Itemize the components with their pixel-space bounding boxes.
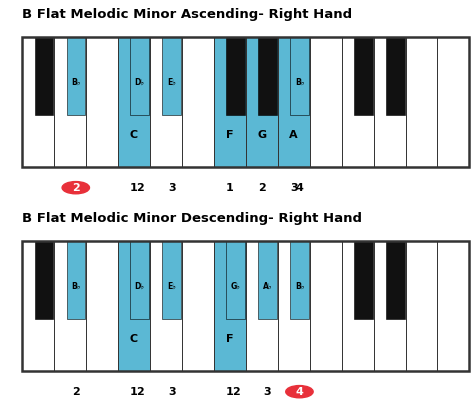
Bar [246,37,278,167]
Bar [374,37,406,167]
Text: D♭: D♭ [135,78,145,86]
Bar [118,37,150,167]
Text: 1: 1 [130,387,138,397]
Text: D♭: D♭ [135,282,145,290]
Text: F: F [226,130,234,140]
Text: 3: 3 [168,183,175,193]
Bar [342,241,374,371]
Bar [22,241,54,371]
Text: A♭: A♭ [263,282,272,290]
Text: B♭: B♭ [295,282,304,290]
Text: 1: 1 [130,183,138,193]
Bar [54,37,86,167]
Bar [226,241,245,319]
Bar [258,37,277,115]
Bar [406,241,438,371]
Text: E♭: E♭ [167,282,176,290]
Text: 3: 3 [168,387,175,397]
Text: 2: 2 [72,387,80,397]
Bar [163,241,181,319]
Bar [35,37,53,115]
Bar [22,37,54,167]
Text: G♭: G♭ [231,282,240,290]
Bar [278,37,310,167]
Bar [130,37,149,115]
Text: B Flat Melodic Minor Descending- Right Hand: B Flat Melodic Minor Descending- Right H… [22,212,362,225]
Text: 2: 2 [258,183,265,193]
Bar [22,241,469,371]
Bar [66,37,85,115]
Text: 1: 1 [226,387,234,397]
Bar [66,241,85,319]
Circle shape [286,386,313,398]
Bar [86,37,118,167]
Bar [406,37,438,167]
Text: 3: 3 [264,387,271,397]
Bar [118,241,150,371]
Bar [438,241,469,371]
Text: B Flat Melodic Minor Ascending- Right Hand: B Flat Melodic Minor Ascending- Right Ha… [22,8,352,21]
Text: 2: 2 [136,387,144,397]
Text: 2: 2 [232,387,239,397]
Bar [86,241,118,371]
Bar [163,37,181,115]
Text: 1: 1 [226,183,234,193]
Bar [258,241,277,319]
Circle shape [62,182,90,194]
Bar [182,37,214,167]
Bar [130,241,149,319]
Text: C: C [130,334,138,344]
Bar [150,241,182,371]
Bar [214,37,246,167]
Bar [150,37,182,167]
Text: C: C [130,130,138,140]
Text: B♭: B♭ [71,282,81,290]
Bar [35,241,53,319]
Bar [438,37,469,167]
Bar [278,241,310,371]
Text: G: G [257,130,266,140]
Bar [342,37,374,167]
Text: B♭: B♭ [295,78,304,86]
Text: A: A [290,130,298,140]
Bar [374,241,406,371]
Text: jadebultitude.com: jadebultitude.com [5,282,10,330]
Bar [354,241,373,319]
Bar [310,37,342,167]
Bar [290,37,309,115]
Bar [214,241,246,371]
Text: jadebultitude.com: jadebultitude.com [5,78,10,126]
Text: F: F [226,334,234,344]
Bar [182,241,214,371]
Bar [54,241,86,371]
Bar [386,241,405,319]
Text: 2: 2 [136,183,144,193]
Text: 2: 2 [72,183,80,193]
Text: 4: 4 [295,183,303,193]
Bar [354,37,373,115]
Bar [386,37,405,115]
Bar [226,37,245,115]
Bar [22,37,469,167]
Text: 4: 4 [295,387,303,397]
Text: 3: 3 [290,183,298,193]
Bar [246,241,278,371]
Bar [290,241,309,319]
Text: B♭: B♭ [71,78,81,86]
Text: E♭: E♭ [167,78,176,86]
Bar [310,241,342,371]
